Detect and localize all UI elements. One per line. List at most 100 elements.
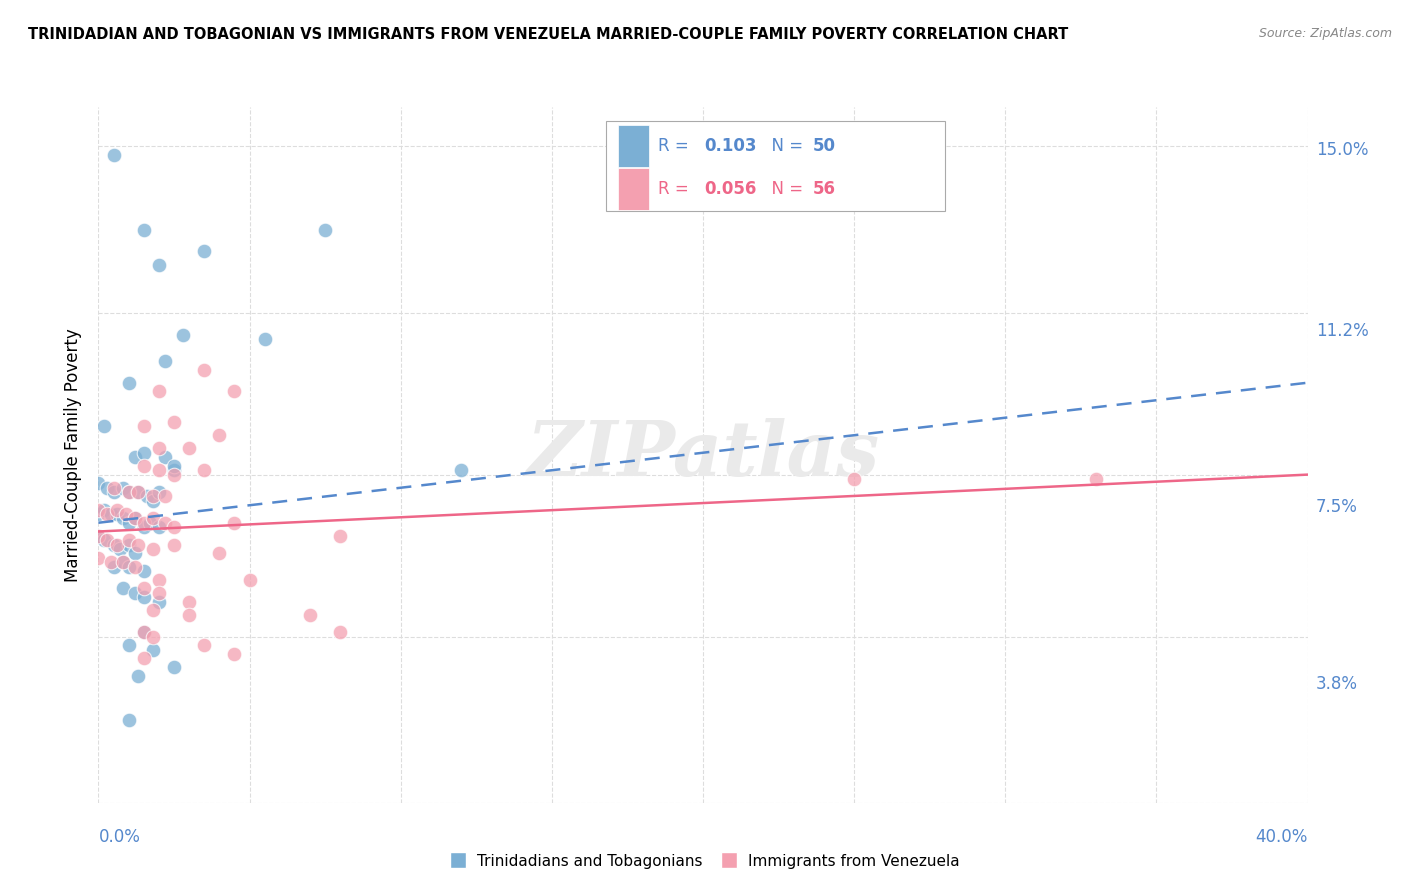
Point bbox=[329, 529, 352, 543]
Point bbox=[111, 511, 134, 525]
FancyBboxPatch shape bbox=[619, 168, 648, 210]
Point bbox=[163, 538, 186, 552]
Point bbox=[193, 244, 215, 259]
Point bbox=[103, 481, 125, 495]
Point bbox=[132, 564, 155, 578]
Point bbox=[253, 332, 276, 346]
Point bbox=[148, 485, 170, 500]
Point bbox=[118, 533, 141, 548]
Point bbox=[163, 467, 186, 482]
Point bbox=[193, 362, 215, 376]
Point bbox=[103, 538, 125, 552]
Point bbox=[224, 384, 246, 399]
Point bbox=[111, 555, 134, 569]
Point bbox=[193, 638, 215, 652]
Point bbox=[132, 582, 155, 596]
Point bbox=[153, 490, 176, 504]
Point bbox=[142, 630, 165, 644]
Point bbox=[118, 485, 141, 500]
Point bbox=[172, 327, 194, 342]
Point bbox=[93, 533, 115, 548]
Point bbox=[111, 481, 134, 495]
Point bbox=[179, 442, 201, 456]
Point bbox=[87, 502, 110, 516]
Point bbox=[118, 485, 141, 500]
Point bbox=[87, 507, 110, 521]
Point bbox=[103, 485, 125, 500]
Point bbox=[127, 669, 149, 683]
Text: 50: 50 bbox=[813, 137, 837, 155]
Text: 40.0%: 40.0% bbox=[1256, 828, 1308, 846]
Point bbox=[139, 516, 162, 530]
Point bbox=[224, 516, 246, 530]
Point bbox=[1085, 472, 1108, 486]
Point bbox=[153, 450, 176, 464]
Point bbox=[127, 485, 149, 500]
Point bbox=[118, 638, 141, 652]
Text: 15.0%: 15.0% bbox=[1316, 141, 1368, 159]
Point bbox=[299, 607, 322, 622]
Point bbox=[111, 582, 134, 596]
Text: 0.103: 0.103 bbox=[704, 137, 756, 155]
Text: 56: 56 bbox=[813, 180, 837, 198]
Point bbox=[87, 529, 110, 543]
Point bbox=[118, 516, 141, 530]
Point bbox=[314, 222, 336, 236]
Point bbox=[103, 148, 125, 162]
Point bbox=[179, 607, 201, 622]
Y-axis label: Married-Couple Family Poverty: Married-Couple Family Poverty bbox=[65, 328, 83, 582]
Point bbox=[103, 559, 125, 574]
Point bbox=[132, 625, 155, 640]
Point bbox=[450, 463, 472, 477]
Point bbox=[148, 463, 170, 477]
Point bbox=[87, 476, 110, 491]
Point bbox=[118, 376, 141, 390]
Point bbox=[132, 446, 155, 460]
Point bbox=[124, 450, 146, 464]
Point bbox=[96, 481, 118, 495]
Point bbox=[124, 559, 146, 574]
Point bbox=[132, 419, 155, 434]
Point bbox=[132, 458, 155, 473]
Text: R =: R = bbox=[658, 137, 695, 155]
Point bbox=[142, 642, 165, 657]
Point bbox=[96, 507, 118, 521]
Point bbox=[193, 463, 215, 477]
Point bbox=[135, 490, 157, 504]
Point bbox=[239, 573, 262, 587]
Text: 3.8%: 3.8% bbox=[1316, 674, 1358, 693]
Text: N =: N = bbox=[761, 137, 808, 155]
Point bbox=[87, 550, 110, 565]
Point bbox=[208, 428, 231, 442]
Text: 0.056: 0.056 bbox=[704, 180, 756, 198]
Point bbox=[132, 625, 155, 640]
Point bbox=[132, 590, 155, 604]
Text: 11.2%: 11.2% bbox=[1316, 322, 1368, 340]
Point bbox=[100, 555, 122, 569]
Point bbox=[163, 660, 186, 674]
Point bbox=[127, 538, 149, 552]
Point bbox=[118, 713, 141, 727]
Point bbox=[124, 546, 146, 560]
Point bbox=[105, 538, 128, 552]
Point bbox=[179, 594, 201, 608]
Point bbox=[844, 472, 866, 486]
Point bbox=[142, 494, 165, 508]
Text: 7.5%: 7.5% bbox=[1316, 499, 1358, 516]
Point bbox=[148, 520, 170, 534]
Point bbox=[108, 541, 131, 556]
Point bbox=[148, 442, 170, 456]
Point bbox=[124, 586, 146, 600]
Point bbox=[132, 520, 155, 534]
Text: R =: R = bbox=[658, 180, 695, 198]
Point bbox=[114, 507, 136, 521]
Point bbox=[142, 490, 165, 504]
Point bbox=[148, 384, 170, 399]
Point bbox=[132, 651, 155, 665]
Point bbox=[132, 222, 155, 236]
Point bbox=[148, 586, 170, 600]
Point bbox=[208, 546, 231, 560]
Point bbox=[163, 458, 186, 473]
Point bbox=[142, 541, 165, 556]
FancyBboxPatch shape bbox=[619, 126, 648, 167]
